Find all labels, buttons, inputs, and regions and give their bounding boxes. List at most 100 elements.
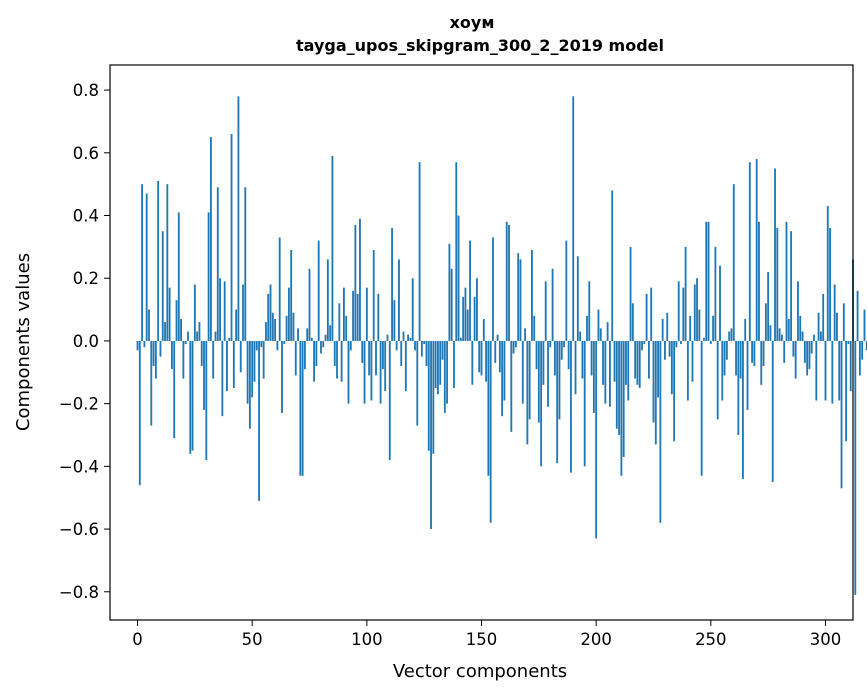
bar-component-38 — [223, 281, 226, 341]
bar-component-21 — [184, 340, 187, 345]
bar-component-290 — [801, 331, 804, 341]
bar-component-17 — [175, 300, 178, 341]
bar-component-186 — [563, 340, 565, 348]
bar-component-117 — [404, 340, 407, 392]
bar-component-61 — [276, 340, 279, 351]
bar-component-156 — [494, 340, 497, 363]
bar-component-145 — [469, 240, 471, 341]
bar-component-43 — [235, 309, 238, 341]
bar-component-294 — [810, 340, 813, 354]
bar-component-159 — [501, 340, 504, 417]
bar-component-84 — [329, 325, 332, 341]
bar-component-287 — [794, 340, 797, 379]
bar-component-44 — [237, 96, 240, 341]
bar-component-253 — [716, 340, 719, 420]
bar-component-184 — [558, 340, 561, 420]
bar-component-14 — [168, 287, 171, 341]
bar-component-248 — [705, 221, 708, 341]
chart-subtitle: tayga_upos_skipgram_300_2_2019 model — [296, 36, 664, 55]
bar-component-196 — [586, 315, 588, 341]
bar-component-67 — [290, 250, 293, 341]
bar-component-232 — [668, 340, 671, 357]
bar-component-66 — [287, 287, 290, 341]
bar-component-81 — [322, 340, 325, 348]
bar-component-305 — [836, 312, 838, 341]
bar-component-109 — [386, 334, 389, 341]
bar-component-148 — [476, 278, 478, 341]
bar-component-188 — [567, 340, 570, 370]
bar-component-120 — [411, 278, 414, 341]
bar-component-230 — [664, 340, 666, 360]
bar-component-75 — [308, 268, 311, 341]
bar-series — [136, 96, 867, 595]
chart-title: хоум — [450, 13, 495, 32]
bar-component-69 — [294, 340, 297, 376]
bar-component-160 — [503, 340, 506, 401]
bar-component-123 — [418, 162, 421, 341]
bar-component-166 — [517, 253, 520, 341]
bar-component-227 — [657, 340, 659, 398]
bar-component-94 — [352, 290, 354, 341]
y-tick-label: 0.4 — [73, 207, 99, 226]
bar-component-76 — [310, 337, 313, 341]
bar-component-24 — [191, 340, 194, 451]
x-tick-label: 150 — [466, 630, 498, 649]
bar-component-139 — [455, 162, 458, 341]
y-tick-label: −0.6 — [59, 520, 99, 539]
bar-component-171 — [528, 340, 531, 420]
bar-component-161 — [505, 221, 508, 341]
bar-component-100 — [365, 287, 368, 341]
bar-component-233 — [670, 340, 673, 395]
bar-component-151 — [482, 318, 485, 341]
bar-component-27 — [198, 322, 201, 341]
bar-component-85 — [331, 155, 334, 341]
bar-component-261 — [735, 340, 737, 376]
bar-component-272 — [760, 340, 763, 385]
bar-component-197 — [588, 281, 591, 341]
bar-component-51 — [253, 340, 256, 382]
bar-component-122 — [416, 340, 419, 426]
bar-component-137 — [450, 268, 453, 341]
bar-component-30 — [205, 340, 208, 461]
bar-component-168 — [521, 340, 524, 404]
bar-component-136 — [448, 243, 451, 341]
bar-component-73 — [304, 340, 306, 370]
bar-component-223 — [647, 340, 650, 379]
bar-component-211 — [620, 340, 623, 476]
bar-component-135 — [446, 340, 449, 404]
bar-component-55 — [262, 340, 265, 379]
bar-component-264 — [742, 340, 744, 479]
bar-component-246 — [700, 340, 703, 476]
bar-component-291 — [803, 340, 806, 363]
bar-component-101 — [368, 340, 371, 376]
bar-component-311 — [849, 340, 852, 392]
bar-component-198 — [590, 340, 593, 376]
bar-component-3 — [143, 340, 146, 348]
bar-component-279 — [776, 228, 779, 341]
bar-component-97 — [359, 218, 361, 341]
bar-component-304 — [833, 284, 836, 341]
bar-component-140 — [457, 215, 460, 341]
bar-component-204 — [604, 340, 607, 404]
bar-component-105 — [377, 293, 380, 341]
x-axis-label: Vector components — [393, 661, 567, 682]
bar-component-37 — [221, 340, 224, 417]
bar-component-153 — [487, 340, 490, 476]
bar-component-245 — [698, 309, 701, 341]
bar-component-281 — [780, 334, 783, 341]
bar-component-116 — [402, 331, 405, 341]
bar-component-274 — [764, 303, 767, 341]
bar-component-87 — [336, 340, 338, 379]
bar-component-142 — [462, 297, 465, 341]
bar-component-11 — [161, 231, 164, 341]
bar-component-138 — [453, 340, 455, 388]
bar-component-237 — [680, 340, 682, 345]
bar-component-90 — [342, 287, 345, 341]
bar-component-205 — [606, 322, 609, 341]
bar-component-9 — [157, 181, 160, 341]
bar-component-187 — [565, 240, 568, 341]
bar-component-20 — [182, 340, 185, 379]
bar-component-47 — [244, 187, 247, 341]
bar-component-265 — [744, 318, 747, 341]
bar-component-12 — [164, 322, 166, 341]
